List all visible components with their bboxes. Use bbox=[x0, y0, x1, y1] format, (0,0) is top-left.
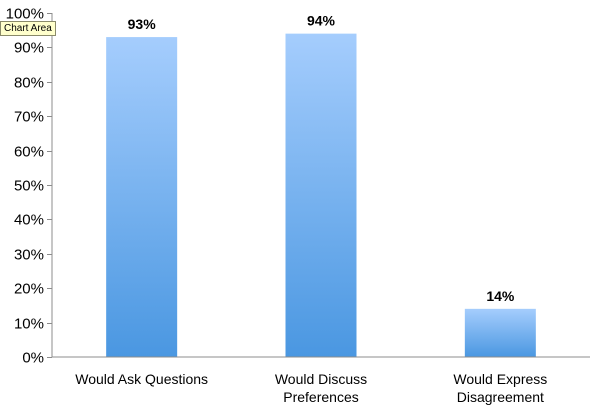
x-category-label: Would Ask Questions bbox=[75, 371, 208, 387]
y-tick-label: 0% bbox=[22, 350, 44, 367]
y-tick-label: 60% bbox=[14, 144, 44, 161]
y-tick-label: 10% bbox=[14, 316, 44, 333]
y-tick-label: 40% bbox=[14, 212, 44, 229]
y-tick-label: 70% bbox=[14, 109, 44, 126]
y-tick-label: 100% bbox=[6, 6, 44, 23]
x-category-label: Preferences bbox=[283, 389, 358, 405]
x-category-label: Disagreement bbox=[457, 389, 544, 405]
data-label: 14% bbox=[486, 288, 515, 304]
y-tick-label: 80% bbox=[14, 75, 44, 92]
bar[interactable] bbox=[464, 308, 536, 357]
y-tick-label: 20% bbox=[14, 281, 44, 298]
bars bbox=[106, 33, 536, 358]
y-axis-tick-labels: 0% 10% 20% 30% 40% 50% 60% 70% 80% 90% 100% bbox=[6, 6, 44, 367]
y-tick-label: 30% bbox=[14, 247, 44, 264]
bar[interactable] bbox=[285, 33, 357, 357]
x-category-label: Would Express bbox=[453, 371, 547, 387]
x-category-label: Would Discuss bbox=[275, 371, 367, 387]
bar[interactable] bbox=[106, 37, 178, 358]
data-label: 94% bbox=[307, 13, 336, 29]
y-tick-label: 90% bbox=[14, 40, 44, 57]
x-axis-category-labels: Would Ask Questions Would Discuss Preferen… bbox=[75, 371, 547, 405]
y-axis-ticks bbox=[47, 13, 52, 358]
y-tick-label: 50% bbox=[14, 178, 44, 195]
data-label: 93% bbox=[128, 16, 157, 32]
chart-area-tooltip: Chart Area bbox=[0, 21, 56, 36]
data-labels: 93% 94% 14% bbox=[128, 13, 515, 304]
axes bbox=[51, 13, 590, 358]
